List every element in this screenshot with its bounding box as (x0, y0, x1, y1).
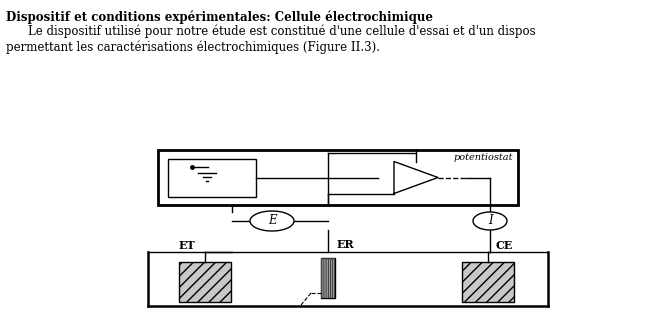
Bar (462, 262, 514, 302)
Bar (321, 258, 335, 298)
Ellipse shape (473, 212, 507, 230)
Bar (158, 150, 518, 205)
Ellipse shape (250, 211, 294, 231)
Bar (462, 262, 514, 302)
Text: Dispositif et conditions expérimentales: Cellule électrochimique: Dispositif et conditions expérimentales:… (6, 10, 433, 24)
Bar (168, 159, 256, 197)
Text: Le dispositif utilisé pour notre étude est constitué d'une cellule d'essai et d': Le dispositif utilisé pour notre étude e… (28, 25, 536, 39)
Bar (321, 258, 335, 298)
Bar (179, 262, 231, 302)
Text: E: E (268, 214, 277, 227)
Text: CE: CE (495, 240, 513, 251)
Bar (179, 262, 231, 302)
Text: I: I (488, 214, 492, 227)
Text: ER: ER (337, 239, 354, 250)
Text: ET: ET (179, 240, 195, 251)
Text: potentiostat: potentiostat (453, 153, 513, 162)
Text: permettant les caractérisations électrochimiques (Figure II.3).: permettant les caractérisations électroc… (6, 41, 380, 54)
